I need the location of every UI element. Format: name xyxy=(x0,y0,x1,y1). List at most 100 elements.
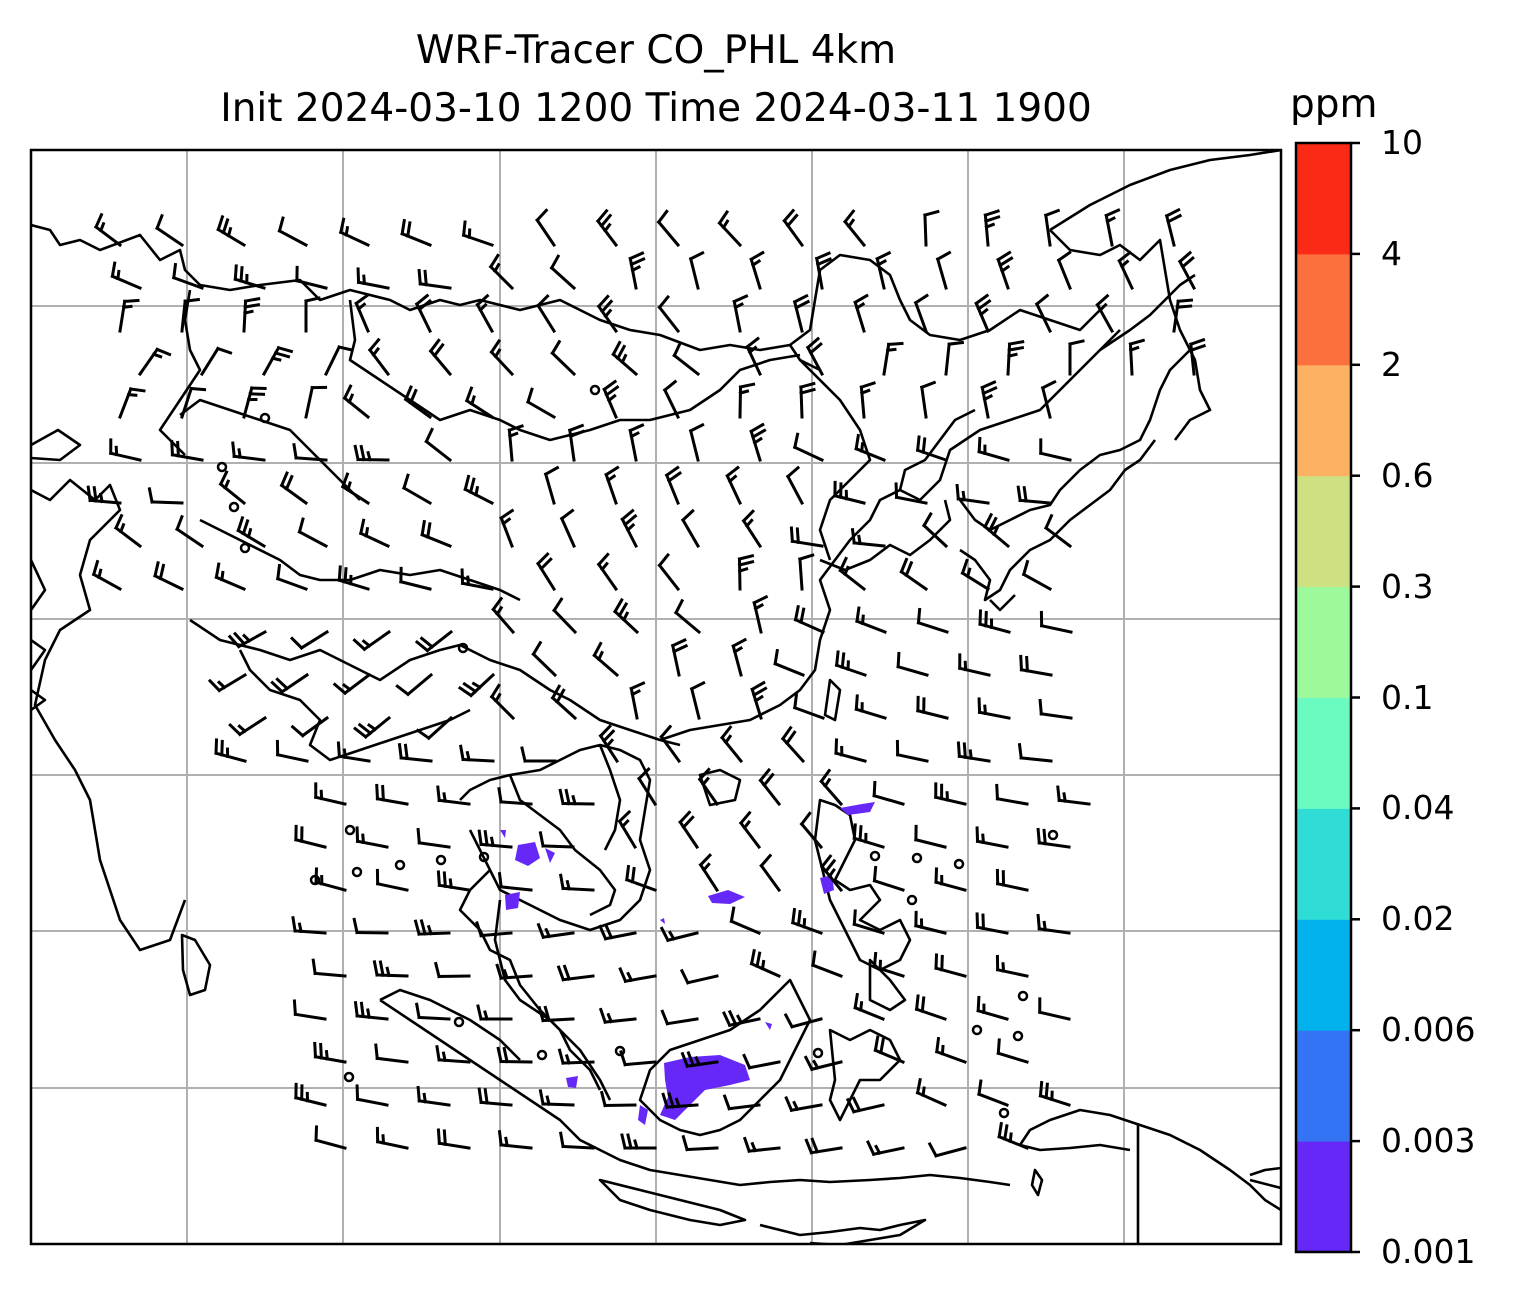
wind-barb xyxy=(86,485,122,505)
wind-barb xyxy=(657,294,681,334)
java xyxy=(598,1178,927,1244)
wind-barb xyxy=(845,1096,885,1114)
wind-calm-marker xyxy=(911,852,923,864)
wind-barb xyxy=(783,1012,823,1029)
wind-barb xyxy=(395,672,434,697)
wind-barb xyxy=(552,597,578,635)
taiwan xyxy=(823,678,842,722)
wind-barb xyxy=(118,387,146,419)
wind-barb xyxy=(819,768,844,807)
wind-barb xyxy=(673,598,702,635)
wind-barb xyxy=(805,336,825,377)
philippines xyxy=(813,798,912,1012)
wind-barb xyxy=(1036,913,1071,935)
wind-barb xyxy=(414,1002,451,1021)
wind-barb xyxy=(332,672,372,696)
map-frame xyxy=(29,148,1283,1246)
wind-barb xyxy=(996,1038,1029,1064)
wind-barb xyxy=(773,648,805,677)
wind-barb xyxy=(1021,559,1053,592)
wind-barb xyxy=(495,963,533,980)
wind-barb xyxy=(428,338,453,377)
wind-barb xyxy=(336,741,371,763)
wind-barb xyxy=(853,293,869,333)
wind-barb xyxy=(697,767,720,807)
wind-barb xyxy=(596,552,619,592)
colorbar-tick-label: 10 xyxy=(1381,123,1423,162)
wind-barb xyxy=(277,216,309,248)
wind-barb xyxy=(921,511,949,549)
wind-barb xyxy=(792,692,825,720)
wind-barb xyxy=(436,870,471,892)
wind-barb xyxy=(458,744,495,763)
wind-barb xyxy=(342,384,371,420)
wind-barb xyxy=(375,1126,409,1150)
wind-calm-marker xyxy=(812,1047,824,1059)
wind-barb xyxy=(313,1041,347,1064)
coast-extra xyxy=(898,273,1196,491)
wind-barb xyxy=(1034,293,1053,334)
wind-barb xyxy=(850,527,886,548)
wind-barb xyxy=(416,827,451,849)
wind-barb xyxy=(367,337,391,377)
wind-barb xyxy=(934,953,967,978)
wind-barb xyxy=(1037,997,1071,1021)
wind-barb xyxy=(520,746,557,763)
colorbar-tick-label: 0.04 xyxy=(1381,788,1455,828)
wind-barb xyxy=(680,508,701,549)
wind-barb xyxy=(722,1094,761,1111)
wind-barb xyxy=(782,208,805,248)
wind-barb xyxy=(742,1053,781,1070)
wind-barb xyxy=(435,1045,471,1064)
wind-barb xyxy=(314,867,347,892)
wind-barb xyxy=(1117,250,1134,290)
wind-barb xyxy=(525,387,557,420)
wind-barb xyxy=(729,906,761,935)
wind-barb xyxy=(199,346,233,377)
wind-calm-marker xyxy=(435,854,447,866)
wind-barb xyxy=(975,912,1009,935)
wind-barb xyxy=(214,738,247,763)
wind-barb xyxy=(688,250,705,290)
wind-barb xyxy=(997,1121,1029,1150)
wind-barb xyxy=(294,824,327,849)
wind-barb xyxy=(1016,485,1052,505)
wind-barb xyxy=(854,694,887,720)
wind-barb xyxy=(664,465,683,505)
colorbar-tick-label: 2 xyxy=(1381,344,1402,384)
wind-barb xyxy=(153,561,185,592)
wind-barb xyxy=(604,465,620,505)
wind-barb xyxy=(853,992,885,1021)
wind-barb xyxy=(558,788,595,806)
wind-barb xyxy=(180,297,201,333)
wind-barb xyxy=(118,298,140,333)
wind-barb xyxy=(875,250,892,290)
wind-barb xyxy=(852,823,885,849)
wind-barb xyxy=(934,867,967,892)
wind-barb xyxy=(738,810,762,850)
wind-barb xyxy=(976,995,1009,1021)
wind-barb xyxy=(137,347,172,377)
wind-barb xyxy=(717,209,743,248)
wind-barb xyxy=(803,1055,843,1072)
wind-barb xyxy=(401,473,433,506)
wind-barb xyxy=(611,340,639,377)
wind-barb xyxy=(628,423,645,462)
wind-barb xyxy=(659,926,699,943)
wind-barb xyxy=(866,1140,905,1157)
wind-barb xyxy=(741,509,763,549)
wind-barb xyxy=(872,951,905,978)
colorbar-tick-label: 0.003 xyxy=(1381,1121,1476,1161)
wind-barb xyxy=(670,638,689,677)
wind-barb xyxy=(913,293,930,333)
colorbar-segment xyxy=(1296,143,1351,255)
wind-barb xyxy=(957,653,991,677)
wind-barb xyxy=(175,514,205,549)
wind-barb xyxy=(1068,339,1085,376)
wind-barb xyxy=(399,566,432,591)
wind-barb xyxy=(896,651,929,677)
wind-barb xyxy=(914,994,947,1021)
new-guinea xyxy=(1018,1108,1281,1244)
wind-barb xyxy=(375,868,409,892)
